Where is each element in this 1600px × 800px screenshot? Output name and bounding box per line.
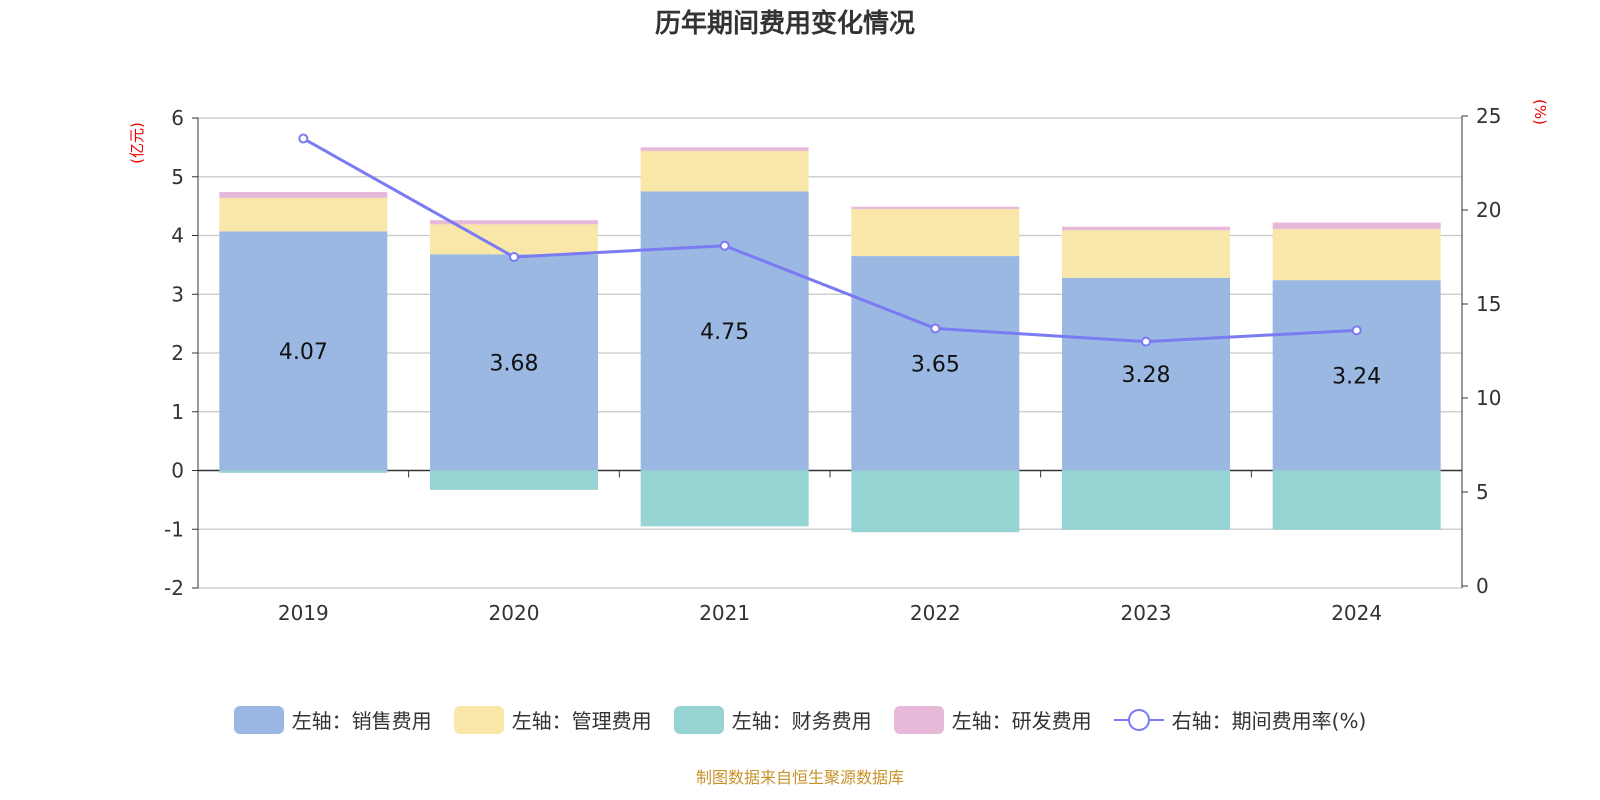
bar-左轴：销售费用[interactable] [640, 191, 809, 471]
y-left-tick-label: 5 [171, 165, 184, 189]
bar-data-label: 4.75 [700, 320, 749, 345]
bar-左轴：销售费用[interactable] [1062, 277, 1230, 471]
legend-label: 左轴：管理费用 [511, 709, 652, 733]
bar-左轴：销售费用[interactable] [430, 254, 598, 471]
bar-左轴：研发费用[interactable] [430, 220, 598, 225]
bar-左轴：管理费用[interactable] [430, 224, 598, 255]
legend-label: 右轴：期间费用率(%) [1171, 709, 1367, 733]
bar-左轴：研发费用[interactable] [219, 192, 388, 198]
bar-左轴：财务费用[interactable] [640, 470, 809, 527]
source-note: 制图数据来自恒生聚源数据库 [695, 768, 904, 787]
legend-item[interactable]: 左轴：管理费用 [453, 705, 652, 734]
legend-item[interactable]: 右轴：期间费用率(%) [1113, 705, 1367, 734]
x-tick-label: 2023 [1121, 601, 1172, 625]
bar-左轴：研发费用[interactable] [1062, 226, 1230, 231]
x-tick-label: 2021 [699, 601, 750, 625]
legend-swatch [673, 705, 724, 734]
y-left-tick-label: 1 [171, 400, 184, 424]
y-left-unit: (亿元) [128, 122, 146, 164]
x-tick-label: 2024 [1331, 601, 1382, 625]
legend-item[interactable]: 左轴：销售费用 [233, 705, 432, 734]
y-left-tick-label: 3 [171, 282, 184, 306]
bar-左轴：财务费用[interactable] [1272, 470, 1441, 530]
x-tick-label: 2022 [910, 601, 961, 625]
bar-data-label: 3.28 [1122, 363, 1171, 388]
chart-title: 历年期间费用变化情况 [655, 8, 915, 39]
bar-左轴：销售费用[interactable] [1272, 280, 1441, 471]
bar-data-label: 4.07 [279, 340, 328, 365]
bar-左轴：管理费用[interactable] [1062, 230, 1230, 278]
bar-左轴：销售费用[interactable] [851, 256, 1020, 471]
bar-左轴：管理费用[interactable] [219, 197, 388, 232]
bar-左轴：管理费用[interactable] [640, 150, 809, 192]
bar-左轴：管理费用[interactable] [851, 209, 1020, 257]
bar-data-label: 3.65 [911, 352, 960, 377]
line-point[interactable] [298, 133, 309, 144]
line-series [302, 137, 1357, 344]
legend-swatch [453, 705, 504, 734]
legend-swatch [233, 705, 284, 734]
y-left-tick-label: 4 [171, 224, 184, 248]
line-point[interactable] [509, 252, 519, 262]
y-left-tick-label: 0 [171, 459, 184, 483]
bar-左轴：管理费用[interactable] [1272, 229, 1441, 281]
legend-line-icon [1113, 708, 1164, 731]
bar-左轴：财务费用[interactable] [430, 470, 598, 490]
bar-data-label: 3.24 [1332, 364, 1381, 389]
y-left-tick-label: -2 [164, 576, 184, 600]
y-right-tick-label: 20 [1476, 198, 1501, 222]
legend-item[interactable]: 左轴：财务费用 [673, 705, 872, 734]
y-left-tick-label: 6 [171, 106, 184, 130]
legend-item[interactable]: 左轴：研发费用 [893, 705, 1092, 734]
line-point[interactable] [930, 323, 941, 334]
y-right-unit: (%) [1531, 99, 1549, 125]
y-right-tick-label: 10 [1476, 386, 1501, 410]
bar-左轴：研发费用[interactable] [1272, 222, 1441, 230]
bar-左轴：财务费用[interactable] [219, 470, 388, 473]
y-right-tick-label: 0 [1476, 574, 1489, 598]
legend-label: 左轴：销售费用 [291, 709, 432, 733]
y-right-tick-label: 25 [1476, 104, 1501, 128]
line-point[interactable] [1351, 325, 1362, 336]
legend-label: 左轴：财务费用 [731, 709, 872, 733]
bar-左轴：销售费用[interactable] [219, 231, 388, 471]
y-left-tick-label: -1 [164, 517, 184, 541]
bar-左轴：研发费用[interactable] [851, 206, 1020, 210]
bar-左轴：财务费用[interactable] [851, 470, 1020, 533]
x-tick-label: 2019 [278, 601, 329, 625]
legend: 左轴：销售费用 左轴：管理费用 左轴：财务费用 左轴：研发费用 右轴：期间费用率(%) [0, 705, 1600, 734]
y-right-tick-label: 5 [1476, 480, 1489, 504]
y-left-tick-label: 2 [171, 341, 184, 365]
line-point[interactable] [1141, 336, 1151, 347]
bar-左轴：财务费用[interactable] [1062, 470, 1230, 530]
line-point[interactable] [719, 240, 730, 251]
bar-data-label: 3.68 [490, 351, 539, 376]
legend-label: 左轴：研发费用 [951, 709, 1092, 733]
bar-左轴：研发费用[interactable] [640, 147, 809, 151]
legend-swatch [893, 705, 944, 734]
x-tick-label: 2020 [489, 601, 540, 625]
chart-svg: 历年期间费用变化情况 -2 -1 0 1 2 3 4 5 6 0 5 10 15 20 25 (亿元) (%) 20… [128, 8, 1549, 625]
y-right-tick-label: 15 [1476, 292, 1501, 316]
